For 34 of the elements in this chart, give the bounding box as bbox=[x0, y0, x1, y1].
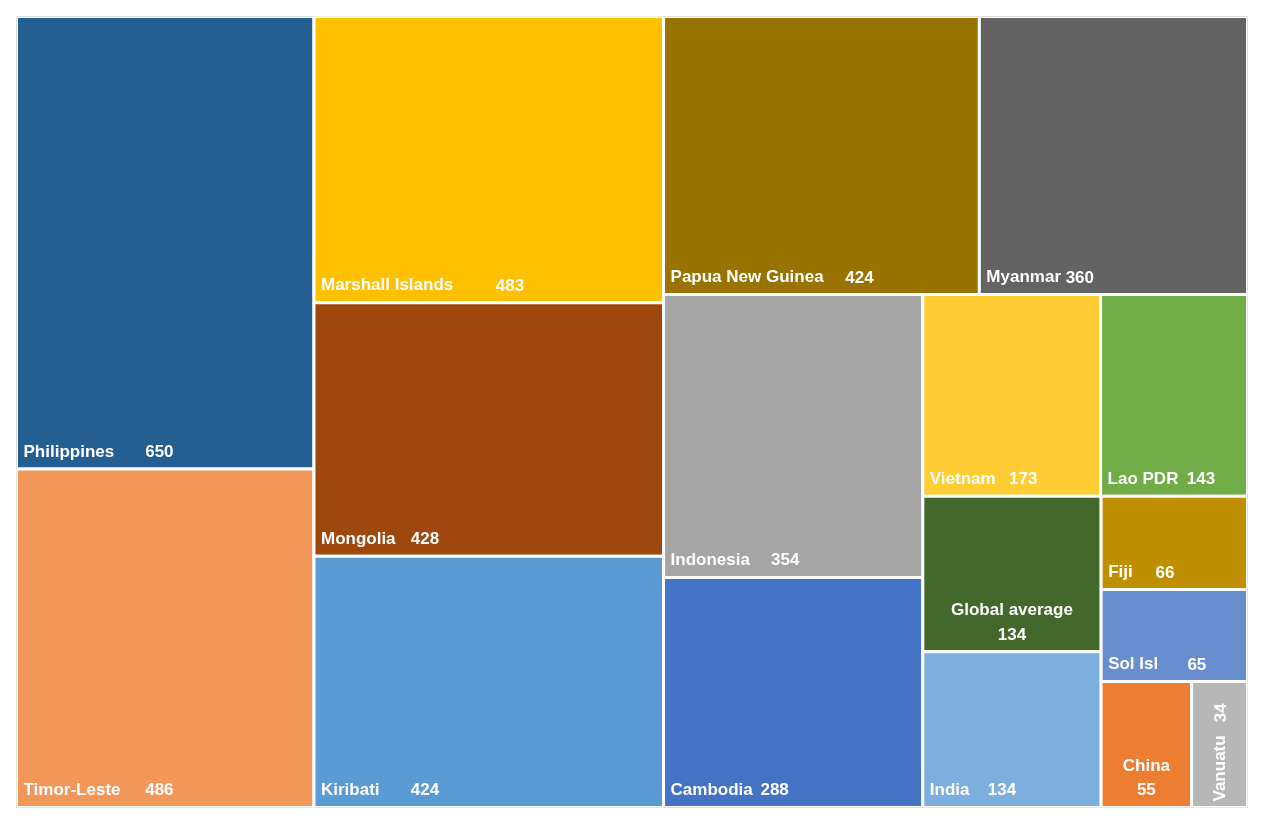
data-label: 143 bbox=[1186, 469, 1216, 489]
category-label: Marshall Islands bbox=[320, 275, 454, 295]
data-label: 288 bbox=[760, 780, 789, 800]
category-label: Global average bbox=[951, 600, 1073, 620]
category-label: China bbox=[1122, 755, 1171, 775]
data-label: 65 bbox=[1187, 654, 1207, 674]
data-label: 34 bbox=[1210, 702, 1230, 723]
category-label: Fiji bbox=[1108, 562, 1133, 582]
data-label: 483 bbox=[495, 275, 525, 295]
category-label: Timor-Leste bbox=[23, 779, 121, 799]
category-label: Philippines bbox=[23, 441, 115, 461]
category-label: Myanmar bbox=[986, 267, 1062, 287]
data-label: 360 bbox=[1065, 267, 1095, 287]
data-label: 55 bbox=[1136, 780, 1156, 800]
category-label: Vietnam bbox=[929, 468, 996, 488]
category-label: Papua New Guinea bbox=[670, 267, 825, 287]
data-label: 486 bbox=[145, 780, 174, 800]
data-label: 424 bbox=[410, 780, 440, 800]
data-label: 134 bbox=[997, 624, 1027, 644]
category-label: Vanuatu bbox=[1210, 735, 1230, 802]
category-label: India bbox=[929, 779, 971, 799]
category-label: Cambodia bbox=[670, 779, 754, 799]
data-label: 650 bbox=[145, 442, 174, 462]
data-label: 134 bbox=[987, 780, 1017, 800]
data-label: 354 bbox=[771, 550, 800, 570]
category-label: Kiribati bbox=[320, 779, 380, 799]
data-label: 173 bbox=[1009, 469, 1038, 489]
category-label: Mongolia bbox=[320, 528, 397, 548]
category-label: Lao PDR bbox=[1107, 468, 1179, 488]
data-label: 66 bbox=[1155, 562, 1175, 582]
data-label: 424 bbox=[845, 267, 875, 287]
category-label: Sol Isl bbox=[1108, 654, 1159, 674]
category-label: Indonesia bbox=[670, 549, 751, 569]
data-label: 428 bbox=[410, 529, 440, 549]
